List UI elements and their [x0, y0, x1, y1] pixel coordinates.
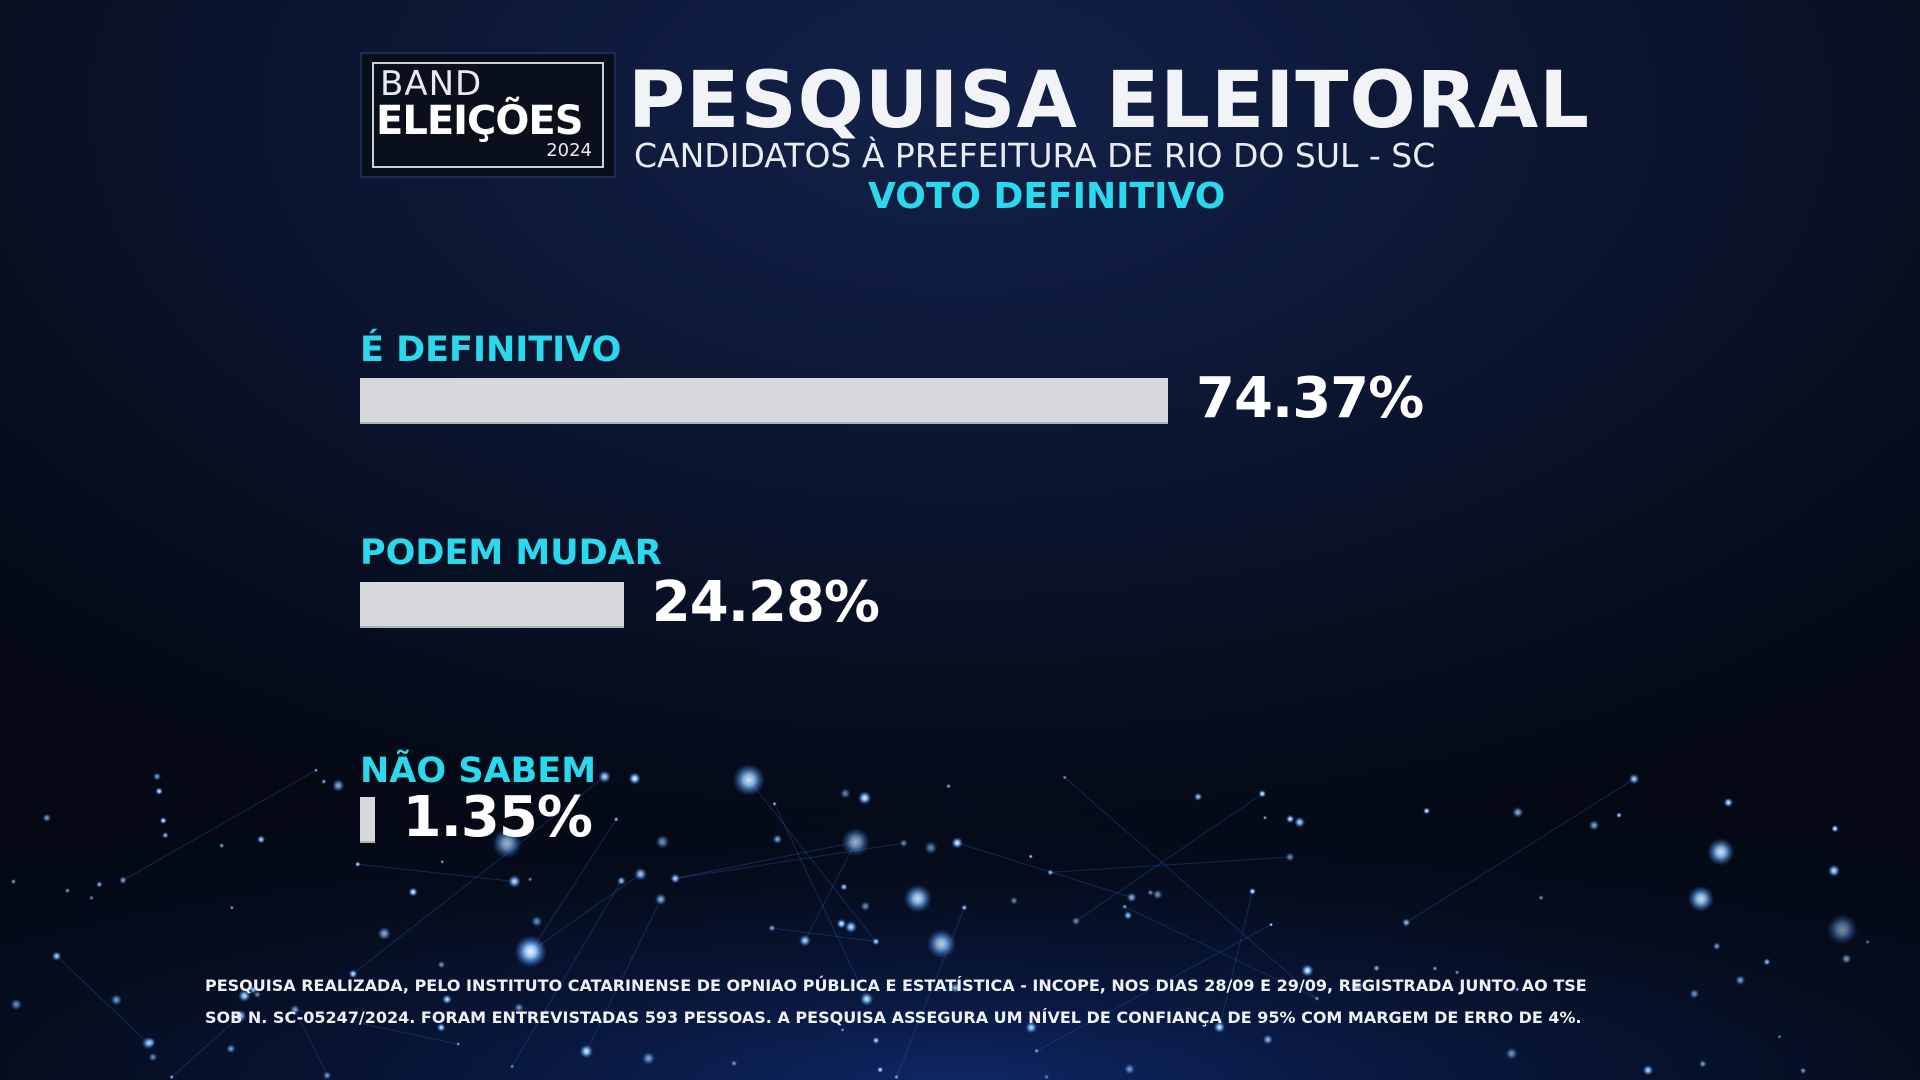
logo-band-text: BAND — [380, 64, 483, 104]
category-label-podem-mudar: PODEM MUDAR — [360, 533, 662, 573]
value-label-podem-mudar: 24.28% — [651, 570, 880, 635]
value-label-e-definitivo: 74.37% — [1196, 366, 1424, 431]
band-eleicoes-logo: BAND ELEIÇÕES 2024 — [360, 52, 616, 178]
footnote: PESQUISA REALIZADA, PELO INSTITUTO CATAR… — [205, 970, 1765, 1034]
value-label-nao-sabem: 1.35% — [402, 785, 593, 850]
bar-e-definitivo — [360, 378, 1168, 424]
logo-eleicoes-text: ELEIÇÕES — [376, 98, 584, 144]
footnote-line-1: PESQUISA REALIZADA, PELO INSTITUTO CATAR… — [205, 976, 1587, 995]
category-label-e-definitivo: É DEFINITIVO — [360, 330, 622, 370]
logo-frame — [372, 62, 604, 168]
bar-nao-sabem — [360, 797, 375, 843]
chart-subtitle: VOTO DEFINITIVO — [868, 176, 1226, 217]
page-title: PESQUISA ELEITORAL — [628, 56, 1590, 146]
category-label-nao-sabem: NÃO SABEM — [360, 751, 597, 791]
bar-podem-mudar — [360, 582, 624, 628]
footnote-line-2: SOB N. SC-05247/2024. FORAM ENTREVISTADA… — [205, 1008, 1582, 1027]
page-subtitle: CANDIDATOS À PREFEITURA DE RIO DO SUL - … — [634, 136, 1436, 175]
logo-year: 2024 — [546, 140, 592, 161]
